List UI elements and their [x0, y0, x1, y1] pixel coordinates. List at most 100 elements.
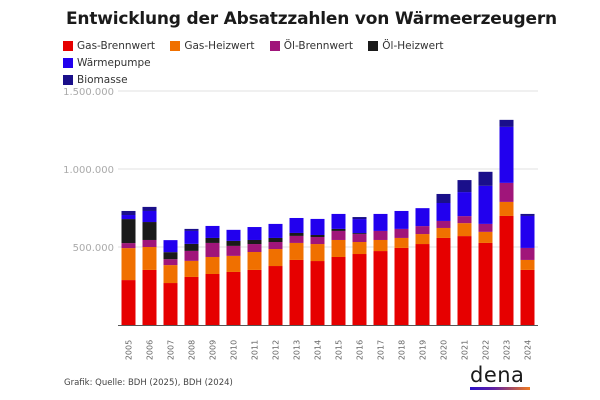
bar-segment-biomasse-2008 [184, 228, 199, 231]
x-tick-label: 2006 [146, 340, 155, 360]
x-tick-label: 2009 [209, 340, 218, 360]
bar-segment-gas-heizwert-2012 [268, 249, 283, 267]
bar-segment-wärmepumpe-2023 [499, 126, 514, 183]
x-tick-label: 2015 [335, 340, 344, 360]
x-tick-label: 2007 [167, 340, 176, 360]
bar-segment-öl-brennwert-2016 [352, 234, 367, 243]
x-tick-label: 2023 [503, 340, 512, 360]
chart-title: Entwicklung der Absatzzahlen von Wärmeer… [66, 9, 557, 29]
x-tick-label: 2017 [377, 340, 386, 360]
bar-segment-gas-heizwert-2015 [331, 239, 346, 257]
bar-segment-gas-heizwert-2010 [226, 255, 241, 272]
x-tick-label: 2018 [398, 340, 407, 360]
bar-segment-gas-brennwert-2019 [415, 244, 430, 325]
legend-label: Öl-Brennwert [283, 39, 353, 52]
bar-segment-gas-brennwert-2007 [163, 283, 178, 325]
bar-segment-gas-heizwert-2019 [415, 234, 430, 245]
bar-segment-wärmepumpe-2013 [289, 217, 304, 233]
bar-segment-wärmepumpe-2018 [394, 210, 409, 229]
bar-segment-gas-heizwert-2017 [373, 239, 388, 252]
bar-segment-gas-brennwert-2010 [226, 271, 241, 325]
x-tick-label: 2016 [356, 340, 365, 360]
legend-item-oel-brennwert: Öl-Brennwert [269, 39, 353, 52]
bar-segment-wärmepumpe-2015 [331, 213, 346, 229]
bar-segment-wärmepumpe-2014 [310, 218, 325, 235]
bar-segment-öl-brennwert-2024 [520, 247, 535, 260]
bar-segment-gas-heizwert-2016 [352, 242, 367, 255]
x-tick-label: 2010 [230, 340, 239, 360]
bar-segment-öl-brennwert-2014 [310, 237, 325, 245]
bar-segment-wärmepumpe-2012 [268, 223, 283, 238]
bar-segment-öl-heizwert-2007 [163, 252, 178, 260]
legend-swatch [63, 74, 73, 85]
x-tick-label: 2005 [125, 340, 134, 360]
bar-segment-öl-heizwert-2008 [184, 243, 199, 251]
bar-segment-gas-heizwert-2020 [436, 227, 451, 238]
bar-segment-öl-heizwert-2015 [331, 228, 346, 231]
bar-segment-gas-heizwert-2009 [205, 256, 220, 274]
bar-segment-wärmepumpe-2016 [352, 219, 367, 234]
legend-item-oel-heizwert: Öl-Heizwert [368, 39, 444, 52]
bar-segment-wärmepumpe-2020 [436, 203, 451, 221]
legend-swatch [269, 40, 280, 51]
legend-item-gas-brennwert: Gas-Brennwert [63, 39, 155, 52]
x-tick-label: 2021 [461, 340, 470, 360]
bar-segment-öl-heizwert-2013 [289, 232, 304, 236]
bar-segment-gas-heizwert-2018 [394, 237, 409, 248]
bar-segment-wärmepumpe-2007 [163, 240, 178, 253]
x-tick-label: 2014 [314, 340, 323, 360]
bar-segment-gas-brennwert-2006 [142, 269, 157, 325]
bar-segment-gas-heizwert-2011 [247, 251, 262, 270]
bar-segment-wärmepumpe-2017 [373, 213, 388, 231]
bar-segment-öl-brennwert-2015 [331, 230, 346, 240]
x-tick-label: 2022 [482, 340, 491, 360]
bar-segment-öl-brennwert-2005 [121, 243, 136, 249]
bar-segment-gas-brennwert-2012 [268, 266, 283, 325]
bar-segment-öl-brennwert-2006 [142, 239, 157, 247]
x-tick-label: 2011 [251, 340, 260, 360]
bar-segment-öl-brennwert-2012 [268, 242, 283, 250]
bar-segment-biomasse-2020 [436, 193, 451, 204]
bar-segment-öl-brennwert-2009 [205, 242, 220, 257]
x-tick-label: 2024 [524, 340, 533, 360]
bar-segment-öl-heizwert-2009 [205, 237, 220, 243]
x-tick-label: 2008 [188, 340, 197, 360]
bar-segment-öl-heizwert-2011 [247, 239, 262, 245]
bar-segment-gas-brennwert-2018 [394, 247, 409, 325]
legend-item-waermepumpe: Wärmepumpe [63, 56, 151, 69]
legend-label: Gas-Brennwert [77, 39, 155, 52]
bar-segment-gas-brennwert-2022 [478, 242, 493, 325]
bar-segment-öl-brennwert-2013 [289, 235, 304, 243]
bar-segment-wärmepumpe-2006 [142, 210, 157, 223]
bar-segment-öl-brennwert-2011 [247, 244, 262, 252]
bar-segment-biomasse-2005 [121, 210, 136, 216]
bar-segment-öl-brennwert-2017 [373, 230, 388, 240]
y-tick-label: 500.000 [73, 243, 114, 254]
bar-segment-wärmepumpe-2005 [121, 215, 136, 220]
bar-segment-gas-brennwert-2008 [184, 276, 199, 325]
bar-segment-gas-heizwert-2007 [163, 265, 178, 284]
legend-swatch [63, 40, 73, 51]
legend-item-gas-heizwert: Gas-Heizwert [170, 39, 254, 52]
bar-segment-öl-brennwert-2018 [394, 228, 409, 238]
bar-segment-gas-brennwert-2015 [331, 256, 346, 325]
logo-text: dena [470, 363, 525, 387]
bar-segment-gas-heizwert-2021 [457, 223, 472, 237]
bar-segment-gas-heizwert-2022 [478, 231, 493, 243]
y-tick-label: 1.500.000 [63, 87, 114, 98]
bar-segment-gas-brennwert-2005 [121, 280, 136, 325]
bar-segment-biomasse-2024 [520, 213, 535, 216]
bar-segment-wärmepumpe-2022 [478, 185, 493, 224]
bar-segment-öl-brennwert-2008 [184, 250, 199, 261]
bar-segment-gas-heizwert-2023 [499, 201, 514, 216]
bar-segment-gas-brennwert-2014 [310, 261, 325, 325]
x-tick-label: 2013 [293, 340, 302, 360]
x-tick-label: 2019 [419, 340, 428, 360]
bar-segment-öl-brennwert-2010 [226, 245, 241, 256]
legend-label: Wärmepumpe [77, 56, 151, 69]
bar-segment-gas-brennwert-2020 [436, 237, 451, 325]
bar-segment-wärmepumpe-2021 [457, 192, 472, 217]
bar-segment-gas-brennwert-2011 [247, 269, 262, 325]
bar-segment-gas-heizwert-2008 [184, 260, 199, 277]
